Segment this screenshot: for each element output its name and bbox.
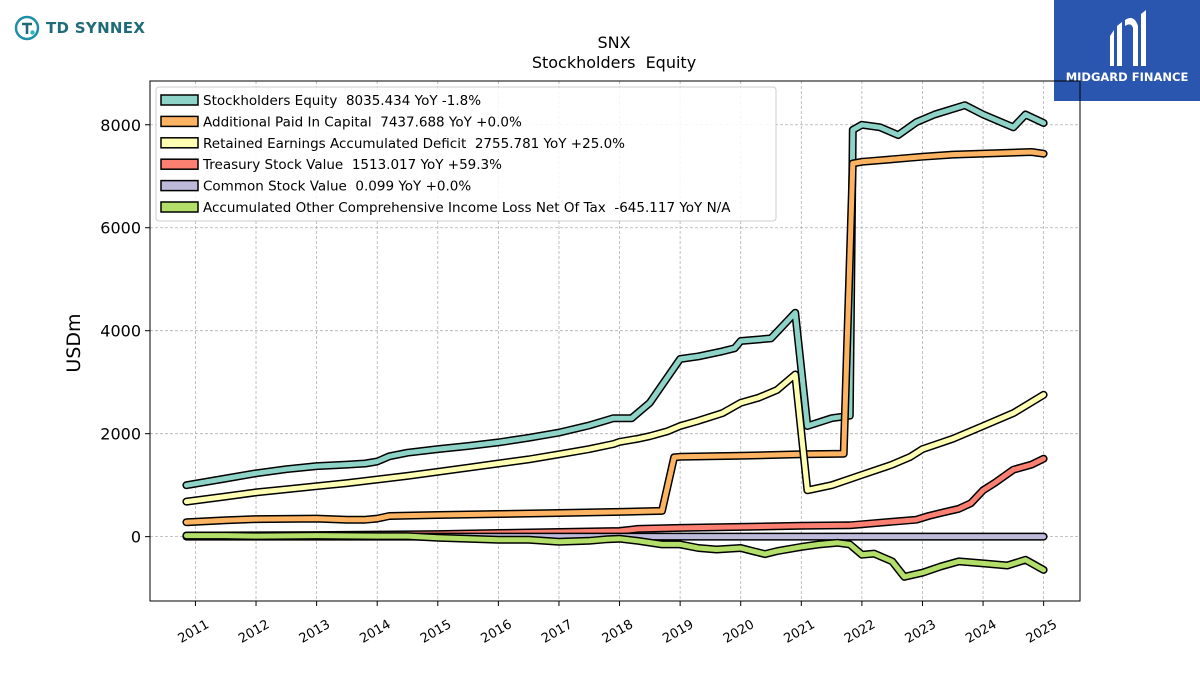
- series-outline: [182, 531, 1048, 581]
- x-tick-label: 2020: [721, 617, 757, 647]
- y-tick-label: 0: [131, 528, 141, 547]
- td-synnex-logo: TD SYNNEX: [14, 14, 145, 42]
- legend: Stockholders Equity 8035.434 YoY -1.8% Ad…: [155, 86, 777, 222]
- chart-subtitle: Stockholders Equity: [532, 53, 696, 72]
- midgard-finance-logo-text: MIDGARD FINANCE: [1065, 70, 1189, 84]
- td-synnex-logo-icon: [14, 15, 40, 41]
- midgard-finance-logo: MIDGARD FINANCE: [1054, 0, 1200, 101]
- legend-swatch: [160, 115, 199, 128]
- legend-entry: Retained Earnings Accumulated Deficit 27…: [203, 136, 625, 152]
- legend-entry: Treasury Stock Value 1513.017 YoY +59.3%: [202, 157, 502, 173]
- x-tick-label: 2017: [539, 617, 575, 647]
- series-line: [183, 533, 1047, 580]
- x-tick-label: 2016: [479, 617, 515, 647]
- x-tick-label: 2018: [600, 617, 636, 647]
- legend-swatch: [160, 179, 199, 192]
- legend-swatch: [160, 94, 199, 106]
- series-outline: [182, 370, 1048, 506]
- legend-swatch: [160, 158, 199, 170]
- series-line: [183, 102, 1047, 488]
- legend-swatch: [160, 137, 199, 149]
- legend-entry: Accumulated Other Comprehensive Income L…: [203, 200, 731, 216]
- td-synnex-logo-text: TD SYNNEX: [46, 19, 146, 37]
- x-tick-label: 2021: [781, 617, 817, 647]
- y-tick-label: 4000: [100, 322, 141, 341]
- y-axis-label: USDm: [63, 313, 85, 372]
- plot-area-frame: [149, 80, 1081, 602]
- x-tick-label: 2022: [842, 617, 878, 647]
- x-tick-label: 2015: [418, 617, 454, 647]
- series-line: [183, 149, 1047, 525]
- chart-title: SNX: [597, 33, 630, 52]
- y-tick-label: 8000: [100, 116, 141, 135]
- series-layer: [182, 101, 1048, 581]
- y-tick-label: 6000: [100, 219, 141, 238]
- x-tick-label: 2023: [903, 617, 939, 647]
- legend-swatch: [160, 201, 199, 213]
- x-tick-label: 2012: [236, 617, 272, 647]
- legend-entry: Stockholders Equity 8035.434 YoY -1.8%: [203, 93, 481, 109]
- x-tick-label: 2019: [660, 617, 696, 647]
- legend-entry: Common Stock Value 0.099 YoY +0.0%: [203, 179, 471, 195]
- y-tick-label: 2000: [100, 425, 141, 444]
- x-tick-label: 2014: [357, 617, 393, 647]
- x-tick-label: 2011: [176, 617, 212, 647]
- x-tick-label: 2025: [1024, 617, 1060, 647]
- x-tick-label: 2013: [297, 617, 333, 647]
- x-tick-label: 2024: [963, 617, 999, 647]
- midgard-finance-logo-icon: [1110, 10, 1146, 66]
- legend-entry: Additional Paid In Capital 7437.688 YoY …: [203, 114, 522, 130]
- legend-box: [155, 86, 777, 222]
- series-line: [183, 372, 1047, 505]
